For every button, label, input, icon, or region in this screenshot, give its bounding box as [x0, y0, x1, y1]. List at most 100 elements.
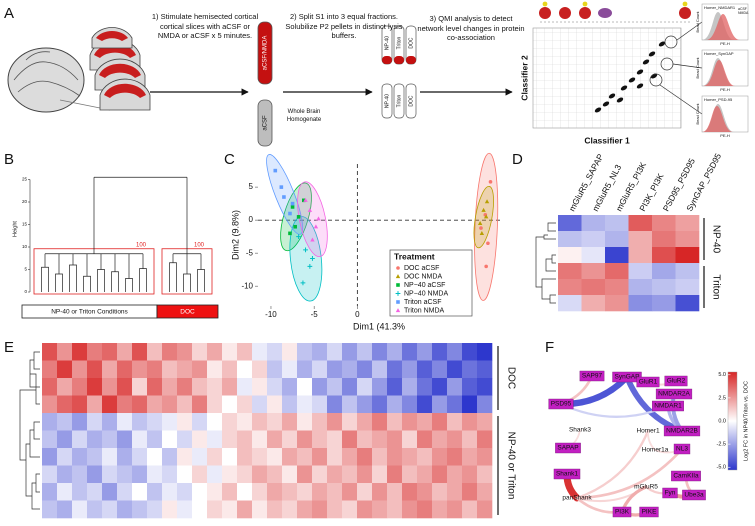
heatmap-cell: [477, 448, 493, 466]
tube-label: Triton: [396, 36, 402, 49]
row-group-label: NP-40 or Triton: [505, 432, 516, 500]
y-axis-label: Dim2 (9.8%): [230, 210, 240, 260]
tube-label: DOC: [408, 95, 414, 107]
heatmap-cell: [387, 395, 403, 414]
point: [481, 207, 486, 212]
heatmap-cell: [327, 448, 343, 466]
heatmap-cell: [462, 483, 478, 501]
heatmap-cell: [57, 360, 73, 379]
node-label: mGluR5: [634, 484, 658, 491]
row-dendrogram: [19, 351, 40, 510]
heatmap-cell: [252, 465, 268, 484]
heatmap-cell: [372, 360, 388, 379]
dendrogram-branch: [125, 278, 133, 292]
heatmap-cell: [605, 231, 629, 248]
tube-label: NP-40: [384, 94, 390, 108]
point: [316, 216, 321, 221]
node-label: NMDAR2B: [666, 428, 698, 435]
heatmap-cell: [402, 465, 418, 484]
heatmap-cell: [447, 413, 463, 431]
heatmap-cell: [372, 378, 388, 396]
heatmap-cell: [652, 231, 676, 248]
heatmap-cell: [132, 483, 148, 501]
node-label: Homer1: [636, 428, 660, 435]
node-box: [639, 506, 659, 518]
heatmap-cell: [628, 295, 653, 312]
heatmap-cell: [312, 413, 328, 431]
heatmap-cell: [462, 413, 478, 431]
x-tick-label: -10: [265, 310, 277, 319]
heatmap-cell: [477, 413, 493, 431]
heatmap-cell: [222, 430, 238, 449]
heatmap-cell: [417, 343, 433, 361]
heatmap-cell: [327, 395, 343, 414]
node-label: CamKIIa: [673, 473, 699, 480]
heatmap-cell: [222, 395, 238, 414]
histogram-y-label: Bead Count: [695, 57, 700, 79]
heatmap-cell: [282, 378, 298, 396]
point: [296, 234, 302, 240]
heatmap-cell: [342, 395, 358, 414]
y-tick-label: -10: [241, 281, 253, 290]
heatmap-cell: [327, 465, 343, 484]
heatmap-cell: [87, 448, 103, 466]
heatmap-cell: [652, 247, 676, 264]
heatmap-cell: [72, 395, 88, 414]
heatmap-cell: [558, 215, 582, 232]
heatmap-cell: [387, 413, 403, 431]
heatmap-cell: [102, 360, 118, 379]
heatmap-cell: [177, 343, 193, 361]
heatmap-cell: [267, 465, 283, 484]
heatmap-cell: [87, 395, 103, 414]
heatmap-cell: [342, 500, 358, 519]
heatmap-cell: [675, 231, 700, 248]
tube-label: DOC: [408, 37, 414, 49]
legend-label: DOC NMDA: [404, 273, 442, 280]
heatmap-cell: [462, 500, 478, 519]
heatmap-cell: [222, 448, 238, 466]
x-tick-label: -5: [311, 310, 319, 319]
heatmap-cell: [447, 465, 463, 484]
node-box: [655, 388, 693, 400]
heatmap-cell: [652, 215, 676, 232]
node-label: PIKE: [642, 509, 657, 516]
heatmap-cell: [675, 263, 700, 280]
heatmap-cell: [177, 465, 193, 484]
heatmap-cell: [581, 247, 606, 264]
heatmap-cell: [652, 263, 676, 280]
heatmap-cell: [282, 483, 298, 501]
node-label: Shank3: [569, 427, 591, 434]
heatmap-cell: [147, 343, 163, 361]
heatmap-cell: [267, 483, 283, 501]
heatmap-cell: [147, 483, 163, 501]
heatmap-cell: [72, 448, 88, 466]
heatmap-cell: [267, 360, 283, 379]
qmi-clusters: [594, 41, 666, 113]
heatmap-cell: [117, 360, 133, 379]
node-box: [664, 375, 688, 387]
heatmap-cell: [357, 483, 373, 501]
point: [484, 264, 488, 269]
heatmap-cell: [267, 378, 283, 396]
node-box: [662, 487, 678, 499]
heatmap-cell: [87, 483, 103, 501]
point: [307, 207, 313, 212]
heatmap-cell: [192, 448, 208, 466]
heatmap-cell: [297, 343, 313, 361]
heatmap-cell: [192, 378, 208, 396]
heatmap-cell: [207, 448, 223, 466]
heatmap-cell: [162, 483, 178, 501]
colorbar-tick-label: -2.5: [717, 442, 726, 448]
heatmap-cell: [628, 279, 653, 296]
dendrogram-branch: [183, 273, 191, 292]
node-label: PI3K: [615, 509, 630, 516]
point: [293, 224, 297, 229]
heatmap-cell: [282, 448, 298, 466]
heatmap-cell: [447, 448, 463, 466]
heatmap-cell: [237, 430, 253, 449]
heatmap-cell: [628, 215, 653, 232]
heatmap-cell: [42, 343, 58, 361]
heatmap-cell: [42, 378, 58, 396]
legend-label: NP−40 aCSF: [404, 282, 445, 289]
heatmap-cell: [357, 343, 373, 361]
